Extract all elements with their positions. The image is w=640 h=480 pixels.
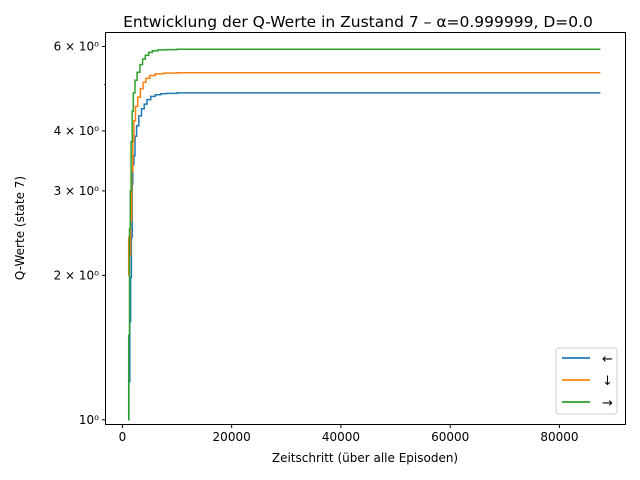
series-line-0 [128, 92, 601, 421]
y-axis: 10⁰ 2 × 10⁰ 3 × 10⁰ 4 × 10⁰ 6 × 10⁰ [54, 39, 106, 427]
x-tick-label: 20000 [213, 430, 251, 444]
x-axis: 0 20000 40000 60000 80000 [119, 424, 579, 444]
plot-frame [105, 32, 626, 425]
y-tick-label: 3 × 10⁰ [54, 184, 100, 198]
legend: ← ↓ → [555, 347, 618, 415]
y-tick-label: 10⁰ [79, 413, 99, 427]
legend-label: → [602, 396, 613, 411]
x-tick-label: 40000 [322, 430, 360, 444]
y-tick-label: 4 × 10⁰ [54, 124, 100, 138]
x-tick-label: 60000 [431, 430, 469, 444]
series-layer [127, 48, 601, 421]
x-axis-label: Zeitschritt (über alle Episoden) [272, 451, 458, 465]
series-line-1 [127, 71, 601, 277]
legend-label: ← [602, 352, 613, 367]
y-axis-label: Q-Werte (state 7) [13, 176, 27, 280]
legend-label: ↓ [602, 374, 613, 389]
x-tick-label: 0 [119, 430, 127, 444]
y-tick-label: 6 × 10⁰ [54, 39, 100, 53]
x-tick-label: 80000 [540, 430, 578, 444]
chart-title: Entwicklung der Q-Werte in Zustand 7 – α… [123, 13, 593, 31]
y-tick-label: 2 × 10⁰ [54, 268, 100, 282]
legend-box [555, 347, 618, 415]
series-line-2 [127, 48, 601, 421]
